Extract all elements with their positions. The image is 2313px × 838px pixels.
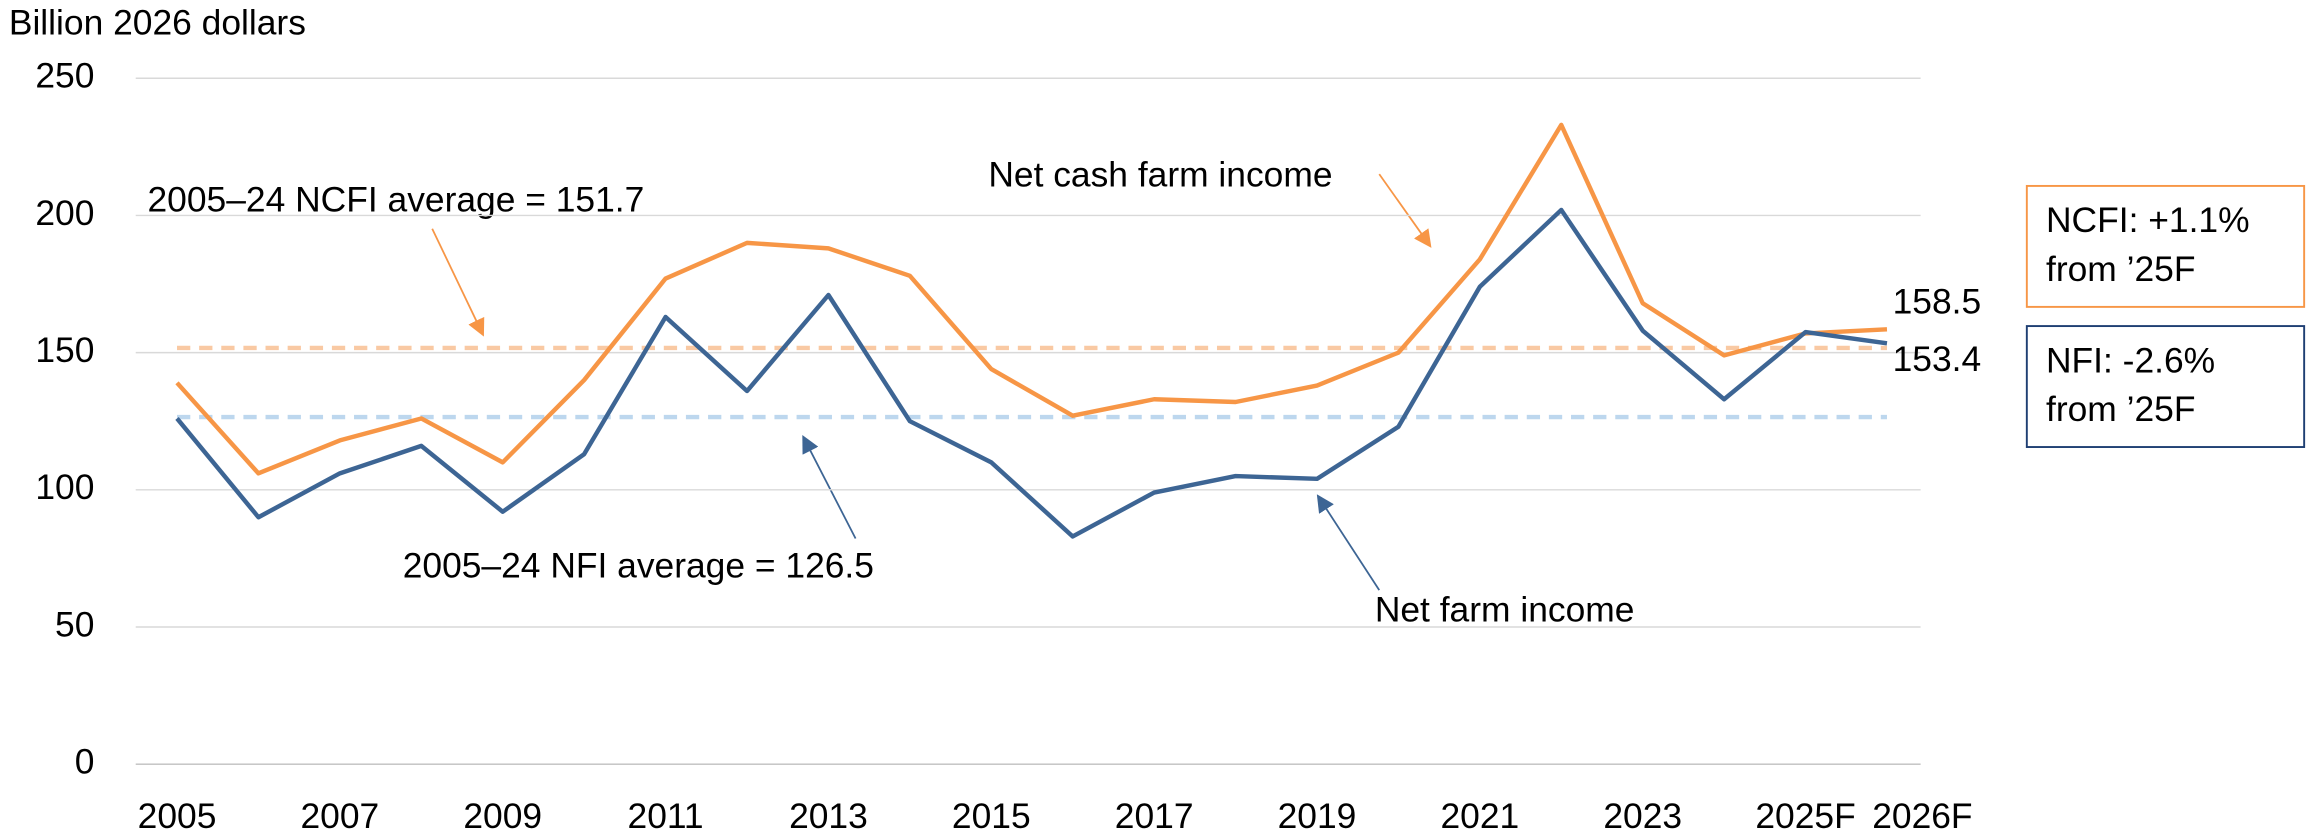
series-line [175, 122, 1888, 476]
arrow [1316, 494, 1380, 591]
x-tick-label: 2026F [1872, 796, 1972, 836]
average-annotation: 2005–24 NCFI average = 151.7 [148, 180, 645, 220]
series-annotation: Net cash farm income [988, 154, 1332, 194]
y-axis-label: Billion 2026 dollars [9, 2, 306, 42]
y-tick-label: 0 [75, 742, 95, 782]
average-annotation: 2005–24 NFI average = 126.5 [403, 545, 874, 585]
value-label: 153.4 [1893, 339, 1982, 379]
y-tick-label: 50 [55, 604, 94, 644]
y-tick-label: 200 [35, 193, 94, 233]
x-tick-label: 2019 [1278, 796, 1357, 836]
x-tick-label: 2025F [1755, 796, 1855, 836]
note-text: from ’25F [2046, 389, 2195, 429]
note-box [2025, 325, 2306, 448]
x-tick-label: 2017 [1115, 796, 1194, 836]
x-tick-label: 2007 [301, 796, 380, 836]
note-text: from ’25F [2046, 249, 2195, 289]
y-tick-label: 250 [35, 56, 94, 96]
x-tick-label: 2015 [952, 796, 1031, 836]
x-tick-label: 2013 [789, 796, 868, 836]
series-annotation: Net farm income [1375, 590, 1635, 630]
series-line [175, 207, 1888, 539]
arrow [802, 435, 857, 539]
arrow [431, 228, 485, 337]
x-tick-label: 2009 [463, 796, 542, 836]
value-label: 158.5 [1893, 281, 1982, 321]
y-tick-label: 100 [35, 467, 94, 507]
x-tick-label: 2023 [1603, 796, 1682, 836]
x-tick-label: 2021 [1440, 796, 1519, 836]
note-text: NCFI: +1.1% [2046, 200, 2250, 240]
x-tick-label: 2005 [138, 796, 217, 836]
x-tick-label: 2011 [628, 796, 704, 836]
note-box [2025, 184, 2306, 308]
arrow [1378, 173, 1432, 248]
y-tick-label: 150 [35, 330, 94, 370]
note-text: NFI: -2.6% [2046, 340, 2215, 380]
